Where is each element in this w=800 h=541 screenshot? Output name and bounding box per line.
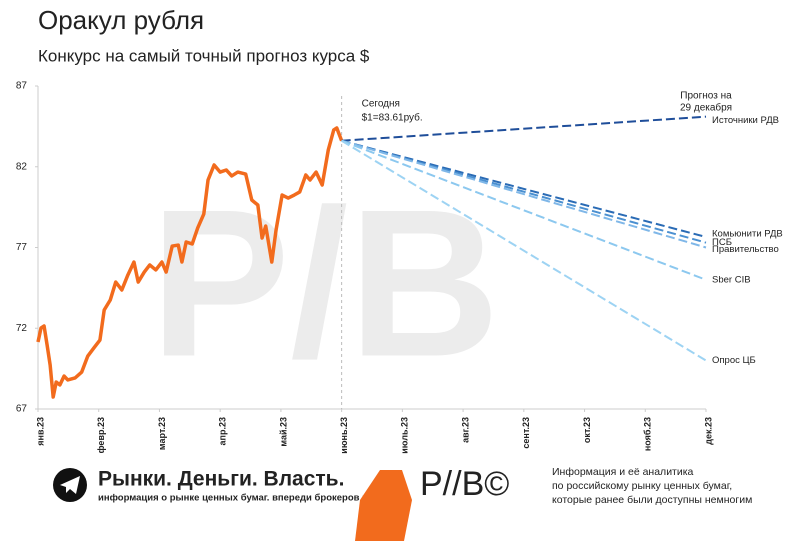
y-tick-label: 87 — [16, 81, 28, 92]
x-tick-label: дек.23 — [703, 417, 713, 445]
x-tick-label: март.23 — [157, 417, 167, 450]
about-line: по российскому рынку ценных бумаг, — [552, 480, 732, 492]
annotation: $1=83.61руб. — [362, 112, 423, 124]
about-line: Информация и её аналитика — [552, 466, 694, 478]
series-label: ПСБ — [712, 237, 732, 248]
chart-title: Оракул рубля — [38, 5, 204, 35]
y-tick-label: 82 — [16, 161, 28, 172]
annotation: 29 декабря — [680, 102, 732, 114]
x-tick-label: май.23 — [278, 417, 288, 447]
series-label: Источники РДВ — [712, 115, 779, 126]
annotation: Сегодня — [362, 99, 400, 110]
svg-text:P/B: P/B — [150, 165, 500, 400]
y-tick-label: 72 — [16, 323, 28, 334]
watermark: P/B — [150, 165, 500, 400]
x-tick-label: нояб.23 — [643, 417, 653, 451]
forecast-line — [341, 115, 707, 142]
telegram-plane — [60, 476, 80, 494]
tagline: информация о рынке ценных бумаг. впереди… — [98, 493, 406, 504]
x-tick-label: окт.23 — [582, 417, 592, 443]
y-tick-label: 67 — [16, 404, 28, 415]
x-tick-label: авг.23 — [460, 417, 470, 443]
x-tick-label: янв.23 — [35, 417, 45, 446]
forecast-line — [341, 139, 707, 238]
x-tick-label: сент.23 — [521, 417, 531, 449]
x-tick-label: июнь.23 — [339, 417, 349, 454]
series-label: Sber CIB — [712, 274, 751, 285]
forecast-line — [341, 139, 707, 244]
logo-shape — [355, 470, 412, 541]
annotation: Прогноз на — [680, 91, 732, 102]
x-tick-label: февр.23 — [96, 417, 106, 453]
about-line: которые ранее были доступны немногим — [552, 494, 752, 506]
x-tick-label: апр.23 — [218, 417, 228, 445]
logo: P//B© — [420, 465, 509, 503]
y-tick-label: 77 — [16, 242, 28, 253]
series-label: Опрос ЦБ — [712, 355, 756, 366]
chart-subtitle: Конкурс на самый точный прогноз курса $ — [38, 46, 370, 65]
forecast-line — [341, 139, 707, 362]
x-tick-label: июль.23 — [400, 417, 410, 454]
footer: Рынки. Деньги. Власть. информация о рынк… — [53, 465, 752, 541]
forecast-line — [341, 139, 707, 249]
data-line — [36, 126, 344, 399]
brand: Рынки. Деньги. Власть. — [98, 468, 344, 491]
series-label: Комьюнити РДВ — [712, 229, 783, 240]
series-label: Правительство — [712, 244, 779, 255]
